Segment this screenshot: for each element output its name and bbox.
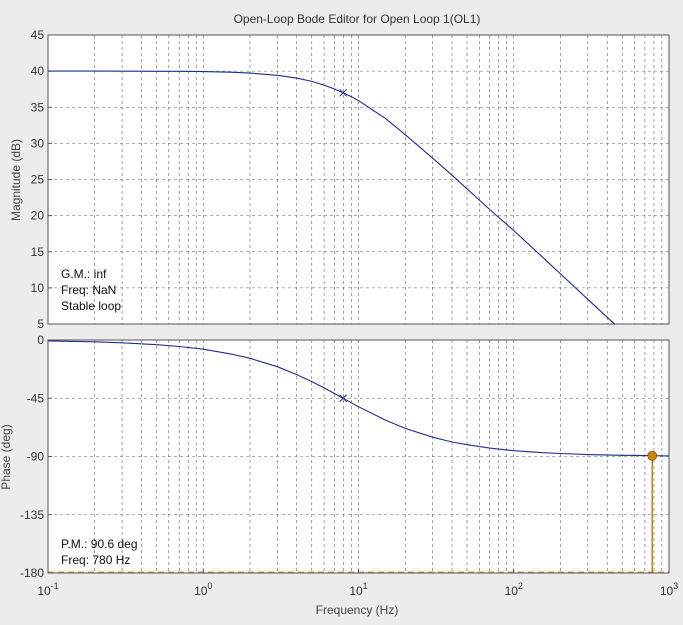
phase-ytick-label: -90 <box>27 450 45 464</box>
phase-ytick-label: -180 <box>20 566 44 580</box>
phase-ticks: 0 -45 -90 -135 -180 <box>20 333 52 580</box>
x-tick-label: 102 <box>505 581 523 598</box>
phase-margin-label: P.M.: 90.6 deg <box>61 537 138 551</box>
phase-ytick-label: -135 <box>20 508 44 522</box>
gain-margin-label: G.M.: inf <box>61 267 107 281</box>
magnitude-ticks: 5 10 15 20 25 30 35 40 45 <box>31 28 52 331</box>
plot-title: Open-Loop Bode Editor for Open Loop 1(OL… <box>234 12 481 26</box>
phase-ytick-label: -45 <box>27 391 45 405</box>
magnitude-ytick-label: 30 <box>31 136 45 150</box>
magnitude-markers <box>339 88 347 97</box>
phase-ylabel: Phase (deg) <box>0 424 13 489</box>
stability-label: Stable loop <box>61 299 121 313</box>
x-axis-label: Frequency (Hz) <box>316 603 399 617</box>
x-tick-label: 100 <box>194 581 212 598</box>
magnitude-ytick-label: 35 <box>31 100 45 114</box>
phase-curve[interactable] <box>47 340 670 457</box>
magnitude-curve[interactable] <box>48 70 616 326</box>
magnitude-ytick-label: 15 <box>31 245 45 259</box>
x-tick-label: 103 <box>660 581 678 598</box>
magnitude-ytick-label: 40 <box>31 64 45 78</box>
phase-panel[interactable]: 0 -45 -90 -135 -180 Phase (deg) P.M.: 90.6 d… <box>0 333 678 617</box>
phase-pole-marker[interactable] <box>339 394 347 403</box>
magnitude-ytick-label: 10 <box>31 281 45 295</box>
phase-margin-freq-label: Freq: 780 Hz <box>61 553 130 567</box>
magnitude-ytick-label: 5 <box>37 317 44 331</box>
magnitude-ytick-label: 25 <box>31 173 45 187</box>
x-tick-label: 101 <box>349 581 367 598</box>
phase-grid <box>48 340 669 573</box>
magnitude-pole-marker[interactable] <box>339 88 347 97</box>
magnitude-panel[interactable]: 5 10 15 20 25 30 35 40 45 Magnitude (dB) G.M.: i… <box>9 28 670 331</box>
x-tick-labels: 10-1 100 101 102 103 <box>37 569 678 598</box>
phase-ytick-label: 0 <box>37 333 44 347</box>
x-tick-label: 10-1 <box>37 581 58 598</box>
magnitude-ytick-label: 20 <box>31 209 45 223</box>
phase-markers <box>339 394 347 403</box>
magnitude-grid <box>48 35 669 324</box>
magnitude-axes-border <box>47 34 670 325</box>
magnitude-ytick-label: 45 <box>31 28 45 42</box>
gain-margin-freq-label: Freq: NaN <box>61 283 116 297</box>
phase-margin-marker[interactable] <box>647 450 658 461</box>
magnitude-ylabel: Magnitude (dB) <box>9 139 23 221</box>
